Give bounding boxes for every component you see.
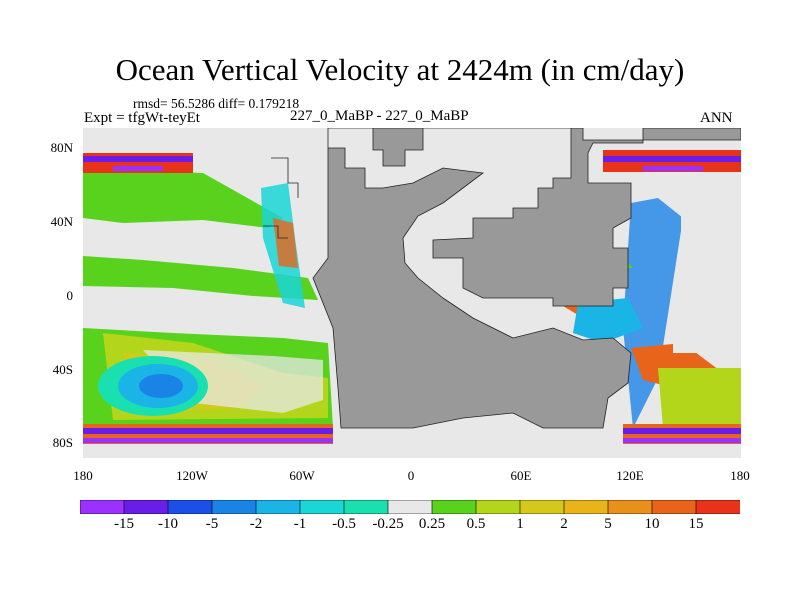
lat-tick-80s: 80S [52, 435, 73, 450]
velocity-map [83, 128, 741, 458]
coastline-detail [263, 157, 299, 239]
lon-tick-180w: 180 [73, 468, 93, 483]
colorbar-label: 5 [604, 516, 612, 532]
lat-tick-40s: 40S [52, 362, 73, 377]
coastal-noise-west-2 [273, 218, 298, 268]
colorbar-label: 1 [516, 516, 524, 532]
east-white-zone-2 [673, 293, 741, 353]
colorbar-label: 0.25 [418, 516, 446, 532]
white-gyre-south [83, 288, 328, 333]
colorbar-swatch-11 [563, 500, 609, 514]
colorbar-label: -1 [293, 516, 307, 532]
colorbar-label: -10 [158, 516, 178, 532]
pangaea-land [312, 128, 741, 429]
lon-tick-60w: 60W [289, 468, 315, 483]
green-band-north [83, 168, 283, 228]
east-white-zone [681, 208, 741, 258]
tethys-blue-2 [573, 298, 643, 343]
lon-tick-180e: 180 [730, 468, 750, 483]
colorbar-swatch-6 [343, 500, 389, 514]
experiment-label: Expt = tfgWt-teyEt [84, 110, 200, 126]
colorbar-swatch-5 [299, 500, 345, 514]
lon-tick-60e: 60E [510, 468, 532, 483]
colorbar-swatch-13 [651, 500, 697, 514]
colorbar-label: -0.25 [372, 516, 404, 532]
lat-tick-40n: 40N [50, 214, 73, 229]
blue-anomaly-core [139, 374, 183, 398]
colorbar-swatch-9 [475, 500, 521, 514]
lon-tick-0: 0 [407, 468, 415, 483]
colorbar-swatch-7 [387, 500, 433, 514]
plot-subtitle: 227_0_MaBP - 227_0_MaBP [290, 108, 469, 124]
north-polar-band [83, 150, 741, 173]
map-panel [83, 128, 741, 458]
lat-tick-eq: 0 [66, 288, 74, 303]
season-label: ANN [700, 110, 733, 126]
colorbar-swatch-10 [519, 500, 565, 514]
stats-text: rmsd= 56.5286 diff= 0.179218 [133, 96, 300, 111]
lon-tick-120e: 120E [616, 468, 644, 483]
colorbar-label: -5 [205, 516, 219, 532]
colorbar-swatch-3 [211, 500, 257, 514]
colorbar-label: 15 [688, 516, 704, 532]
east-green-south [658, 368, 741, 428]
colorbar-swatch-8 [431, 500, 477, 514]
colorbar-label: -0.5 [332, 516, 356, 532]
colorbar-swatch-4 [255, 500, 301, 514]
white-gyre-north [83, 223, 263, 252]
colorbar-label: -2 [249, 516, 263, 532]
colorbar-label: 2 [560, 516, 568, 532]
colorbar-swatch-1 [123, 500, 169, 514]
green-band-equator [83, 256, 318, 300]
east-noise-strip [623, 198, 683, 428]
plot-title: Ocean Vertical Velocity at 2424m (in cm/… [115, 52, 685, 87]
lon-tick-120w: 120W [176, 468, 208, 483]
colorbar-swatch-12 [607, 500, 653, 514]
colorbar-label: 0.5 [466, 516, 486, 532]
colorbar [80, 500, 740, 514]
lat-tick-80n: 80N [50, 140, 73, 155]
colorbar-label: 10 [644, 516, 660, 532]
colorbar-swatch-0 [80, 500, 125, 514]
colorbar-swatch-14 [695, 500, 740, 514]
colorbar-swatch-2 [167, 500, 213, 514]
colorbar-label: -15 [114, 516, 134, 532]
south-polar-band [83, 424, 741, 444]
